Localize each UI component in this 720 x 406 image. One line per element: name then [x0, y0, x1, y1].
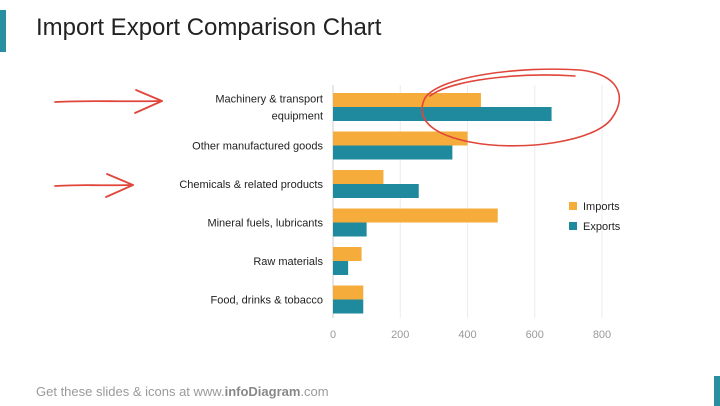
bar-exports-5: [333, 299, 364, 314]
x-tick-label-400: 400: [458, 329, 476, 341]
annotation-arrow-chemicals: [54, 173, 134, 198]
bar-exports-3: [333, 222, 367, 237]
bar-imports-1: [333, 131, 468, 146]
legend-label-exports: Exports: [583, 221, 621, 233]
bar-imports-4: [333, 247, 362, 261]
x-tick-label-0: 0: [330, 329, 336, 341]
legend-label-imports: Imports: [583, 201, 620, 213]
category-label-1: Other manufactured goods: [192, 141, 323, 153]
footer-suffix: .com: [300, 384, 329, 399]
bar-exports-4: [333, 261, 349, 275]
footer: Get these slides & icons at www.infoDiag…: [36, 384, 329, 399]
category-label-2: Chemicals & related products: [179, 179, 323, 191]
category-label-3: Mineral fuels, lubricants: [207, 218, 323, 230]
footer-brand: infoDiagram: [224, 384, 301, 399]
bar-imports-2: [333, 170, 384, 184]
x-tick-label-800: 800: [593, 329, 611, 341]
annotation-arrow-machinery: [54, 89, 163, 114]
bar-exports-2: [333, 184, 419, 198]
footer-prefix: Get these slides & icons at www.: [36, 384, 225, 399]
x-tick-label-200: 200: [391, 329, 409, 341]
bar-exports-1: [333, 145, 453, 160]
bar-imports-3: [333, 208, 498, 223]
legend-swatch-exports: [569, 222, 577, 230]
category-label-4: Raw materials: [253, 256, 323, 268]
bar-imports-0: [333, 93, 481, 107]
slide-title: Import Export Comparison Chart: [36, 14, 382, 41]
category-label-0: Machinery & transport: [215, 94, 323, 106]
category-label-5: Food, drinks & tobacco: [210, 295, 323, 307]
slide-accent-left: [0, 10, 6, 52]
category-label-0: equipment: [272, 111, 323, 123]
legend-swatch-imports: [569, 202, 577, 210]
bar-imports-5: [333, 285, 364, 300]
slide-accent-right: [714, 376, 720, 406]
annotation-circle-machinery: [421, 68, 621, 147]
x-tick-label-600: 600: [526, 329, 544, 341]
bar-exports-0: [333, 107, 552, 121]
